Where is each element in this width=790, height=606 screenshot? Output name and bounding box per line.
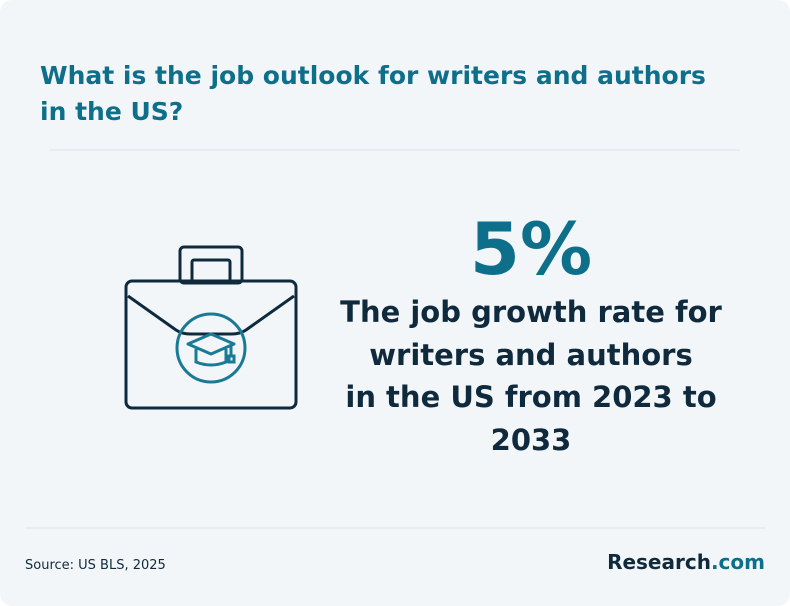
graduation-icon (175, 312, 247, 384)
title-line: What is the job outlook for writers and … (40, 61, 706, 90)
source: Source: US BLS, 2025 (25, 558, 166, 573)
stat-value: 5% (470, 207, 592, 291)
stat-description: 2033 (491, 423, 572, 457)
stat-description: in the US from 2023 to (345, 380, 716, 414)
briefcase-icon (124, 245, 298, 410)
stat-description: writers and authors (369, 338, 693, 372)
brand-domain: .com (711, 550, 765, 574)
brand-name: Research (607, 550, 711, 574)
title-line: in the US? (40, 97, 183, 126)
brand-logo: Research.com (607, 550, 765, 574)
stat-description: The job growth rate for (340, 295, 722, 329)
